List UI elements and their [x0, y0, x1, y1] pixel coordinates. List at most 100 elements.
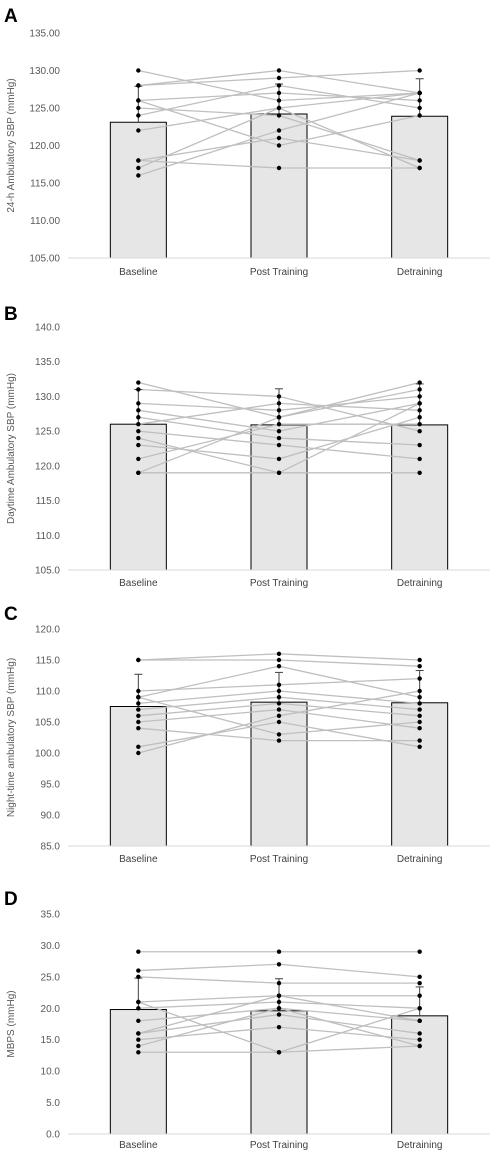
panel-d-ytick-label: 5.0 — [46, 1098, 60, 1109]
panel-b-letter: B — [4, 304, 18, 325]
panel-d-data-point — [276, 1006, 282, 1011]
panel-c-data-point — [417, 695, 422, 700]
panel-b-data-point — [136, 387, 141, 392]
panel-a-bar — [391, 115, 449, 259]
panel-c-data-point — [136, 744, 141, 749]
panel-b-data-point — [276, 435, 282, 441]
panel-d-data-point — [417, 1043, 422, 1049]
panel-a-bar — [250, 113, 308, 259]
panel-b-ytick-label: 140.0 — [35, 323, 60, 334]
panel-d-data-point — [417, 980, 422, 986]
panel-a-ytick-label: 135.00 — [29, 29, 60, 40]
panel-b-data-point — [417, 428, 422, 434]
panel-b-data-point — [136, 401, 141, 406]
panel-c-letter: C — [4, 604, 18, 625]
panel-c-data-point — [276, 713, 282, 718]
panel-b-data-point — [276, 408, 282, 413]
panel-b-data-point — [276, 394, 282, 399]
panel-c-bar — [250, 701, 308, 847]
panel-a-data-point — [276, 83, 282, 88]
panel-b-bar — [250, 424, 308, 571]
panel-a-data-point — [276, 75, 282, 81]
panel-b-data-point — [136, 380, 141, 385]
panel-a-data-point — [136, 83, 141, 88]
panel-a-data-point — [276, 105, 282, 111]
panel-a-data-point — [136, 165, 141, 171]
panel-c-data-point — [276, 688, 282, 694]
panel-c-ytick-label: 90.0 — [41, 811, 61, 822]
panel-c-ytick-label: 115.0 — [36, 656, 61, 667]
panel-d-data-point — [417, 1031, 422, 1036]
panel-c-data-point — [417, 701, 422, 706]
panel-b-data-point — [417, 470, 422, 475]
panel-d-data-point — [136, 974, 141, 980]
panel-b-data-point — [136, 415, 141, 420]
panel-d-data-point — [276, 1024, 282, 1030]
panel-d-data-point — [136, 1043, 141, 1049]
panel-c-ytick-label: 100.0 — [35, 749, 60, 760]
panel-b-data-point — [276, 415, 282, 420]
panel-b-ytick-label: 135.0 — [35, 357, 60, 368]
panel-c-data-point — [136, 701, 141, 706]
panel-c-data-point — [276, 719, 282, 725]
panel-d: D 0.0 5.0 10.0 15.0 20.0 25.0 30.0 35.0 MBPS (mmH… — [4, 889, 490, 1151]
panel-b-ytick-label: 120.0 — [35, 461, 60, 472]
panel-c-data-point — [417, 726, 422, 731]
panel-b-data-point — [136, 428, 141, 434]
panel-b: B 105.0 110.0 115.0 120.0 125.0 130.0 135.0 140.… — [4, 304, 490, 589]
panel-b-ytick-label: 115.0 — [36, 496, 61, 507]
panel-b-data-point — [417, 456, 422, 462]
panel-d-data-point — [136, 1037, 141, 1042]
panel-c-data-point — [417, 744, 422, 749]
panel-a-data-point — [276, 90, 282, 96]
panel-b-data-point — [136, 435, 141, 441]
panel-b-data-point — [276, 422, 282, 427]
panel-d-data-point — [136, 1006, 141, 1011]
panel-a-ytick-label: 125.00 — [29, 104, 60, 115]
panel-c-data-point — [417, 664, 422, 669]
panel-c-data-point — [417, 719, 422, 725]
panel-b-ytick-label: 110.0 — [36, 531, 61, 542]
panel-a-data-point — [276, 128, 282, 133]
panel-a-data-point — [417, 68, 422, 73]
panel-d-data-point — [276, 949, 282, 954]
panel-a-data-point — [276, 165, 282, 171]
panel-c-ytick-label: 110.0 — [36, 687, 61, 698]
panel-a-data-point — [276, 135, 282, 141]
panel-c-data-point — [136, 695, 141, 700]
panel-c-data-point — [136, 719, 141, 725]
panel-b-data-point — [276, 456, 282, 462]
panel-a-data-point — [417, 98, 422, 103]
panel-a-letter: A — [4, 6, 18, 27]
panel-c-data-point — [136, 707, 141, 712]
panel-d-data-point — [136, 1018, 141, 1024]
panel-c-data-point — [136, 750, 141, 756]
panel-d-category-label: Detraining — [397, 1140, 443, 1151]
panel-a-data-point — [417, 90, 422, 96]
panel-a-category-label: Baseline — [119, 267, 158, 278]
panel-a-data-point — [136, 113, 141, 118]
panel-b-y-axis-title: Daytime Ambulatory SBP (mmHg) — [6, 373, 17, 524]
panel-d-data-point — [276, 999, 282, 1005]
panel-c-data-point — [136, 726, 141, 731]
panel-a: A 105.00 110.00 115.00 120.00 125.00 130.00 135… — [4, 6, 490, 278]
panel-a-data-point — [417, 105, 422, 111]
panel-b-data-point — [276, 470, 282, 475]
panel-c-data-point — [136, 657, 141, 663]
panel-a-data-point — [276, 98, 282, 103]
panel-a-category-label: Post Training — [250, 267, 308, 278]
panel-b-category-label: Baseline — [119, 578, 158, 589]
panel-d-data-point — [136, 999, 141, 1005]
panel-b-data-point — [417, 415, 422, 420]
panel-d-ytick-label: 15.0 — [41, 1035, 61, 1046]
panel-c-data-point — [276, 707, 282, 712]
panel-b-data-point — [136, 442, 141, 448]
panel-b-data-point — [417, 401, 422, 406]
panel-a-data-point — [276, 68, 282, 73]
panel-a-ytick-label: 120.00 — [29, 141, 60, 152]
panel-a-data-point — [136, 128, 141, 133]
panel-b-data-point — [417, 408, 422, 413]
panel-a-data-point — [276, 113, 282, 118]
panel-d-data-point — [136, 1031, 141, 1036]
